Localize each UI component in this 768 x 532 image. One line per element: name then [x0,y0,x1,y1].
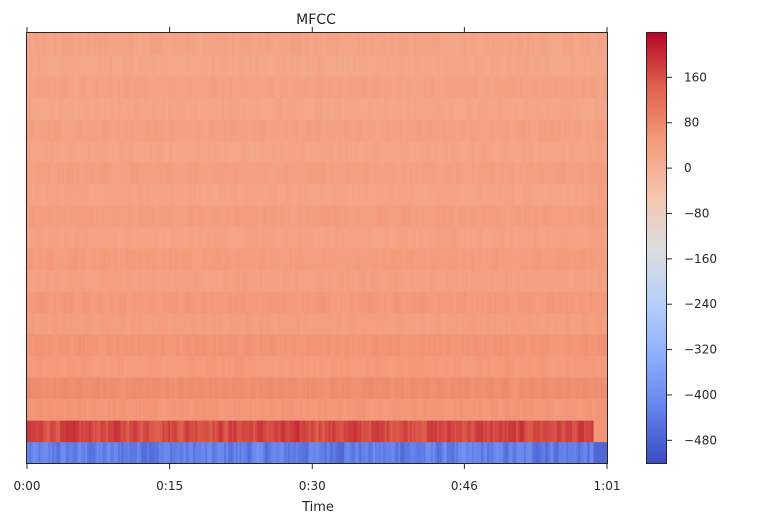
chart-title: MFCC [296,12,336,28]
heatmap-cells [27,33,608,464]
